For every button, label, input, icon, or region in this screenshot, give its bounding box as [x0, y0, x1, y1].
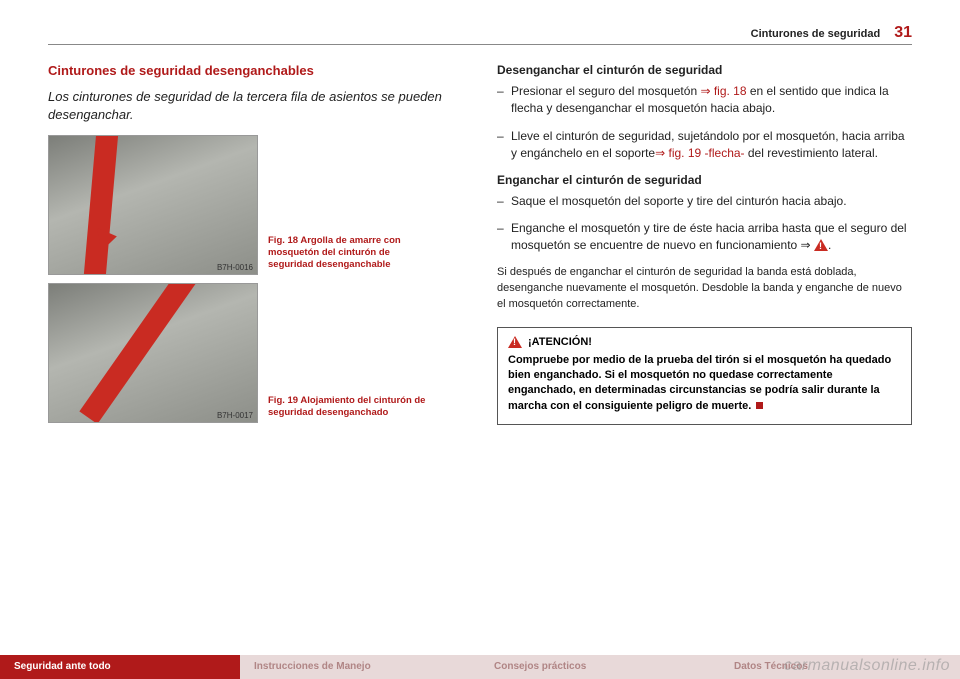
- note-text: Si después de enganchar el cinturón de s…: [497, 265, 912, 313]
- end-mark-icon: [756, 402, 763, 409]
- warning-icon: [814, 239, 828, 251]
- figure-18-caption: Fig. 18 Argolla de amarre con mosquetón …: [268, 235, 428, 275]
- warning-box-body: Compruebe por medio de la prueba del tir…: [508, 353, 901, 415]
- subhead-unhook: Desenganchar el cinturón de seguridad: [497, 63, 912, 77]
- step-text: Enganche el mosquetón y tire de éste hac…: [511, 221, 907, 252]
- footer-tab-safety[interactable]: Seguridad ante todo: [0, 655, 240, 679]
- step-unhook-1: Presionar el seguro del mosquetón ⇒ fig.…: [497, 83, 912, 118]
- footer-tabs: Seguridad ante todo Instrucciones de Man…: [0, 655, 960, 679]
- warning-icon: [508, 336, 522, 348]
- figure-18: B7H-0016 Fig. 18 Argolla de amarre con m…: [48, 135, 463, 275]
- warning-box: ¡ATENCIÓN! Compruebe por medio de la pru…: [497, 327, 912, 426]
- ref-fig18: ⇒ fig. 18: [700, 84, 746, 98]
- step-text: Presionar el seguro del mosquetón: [511, 84, 700, 98]
- figure-19-tag: B7H-0017: [217, 411, 253, 420]
- left-column: Cinturones de seguridad desenganchables …: [48, 63, 463, 623]
- step-text: del revestimiento lateral.: [745, 146, 878, 160]
- step-hook-1: Saque el mosquetón del soporte y tire de…: [497, 193, 912, 210]
- figure-19: B7H-0017 Fig. 19 Alojamiento del cinturó…: [48, 283, 463, 423]
- subhead-hook: Enganchar el cinturón de seguridad: [497, 173, 912, 187]
- warning-box-title: ¡ATENCIÓN!: [528, 336, 592, 348]
- content-columns: Cinturones de seguridad desenganchables …: [48, 63, 912, 623]
- header-page-number: 31: [894, 24, 912, 42]
- figure-18-tag: B7H-0016: [217, 263, 253, 272]
- header-section-title: Cinturones de seguridad: [751, 28, 881, 40]
- manual-page: Cinturones de seguridad 31 Cinturones de…: [0, 0, 960, 679]
- ref-fig19: ⇒ fig. 19 -flecha-: [655, 146, 744, 160]
- step-hook-2: Enganche el mosquetón y tire de éste hac…: [497, 220, 912, 255]
- warning-box-text: Compruebe por medio de la prueba del tir…: [508, 354, 891, 412]
- figure-19-image: B7H-0017: [48, 283, 258, 423]
- footer-tab-driving[interactable]: Instrucciones de Manejo: [240, 655, 480, 679]
- step-text: .: [828, 238, 831, 252]
- section-title: Cinturones de seguridad desenganchables: [48, 63, 463, 78]
- warning-box-header: ¡ATENCIÓN!: [508, 336, 901, 348]
- right-column: Desenganchar el cinturón de seguridad Pr…: [497, 63, 912, 623]
- page-header: Cinturones de seguridad 31: [48, 24, 912, 45]
- step-unhook-2: Lleve el cinturón de seguridad, sujetánd…: [497, 128, 912, 163]
- footer-tab-tech[interactable]: Datos Técnicos: [720, 655, 960, 679]
- figure-18-image: B7H-0016: [48, 135, 258, 275]
- footer-tab-tips[interactable]: Consejos prácticos: [480, 655, 720, 679]
- figure-19-caption: Fig. 19 Alojamiento del cinturón de segu…: [268, 395, 428, 423]
- section-intro: Los cinturones de seguridad de la tercer…: [48, 88, 463, 123]
